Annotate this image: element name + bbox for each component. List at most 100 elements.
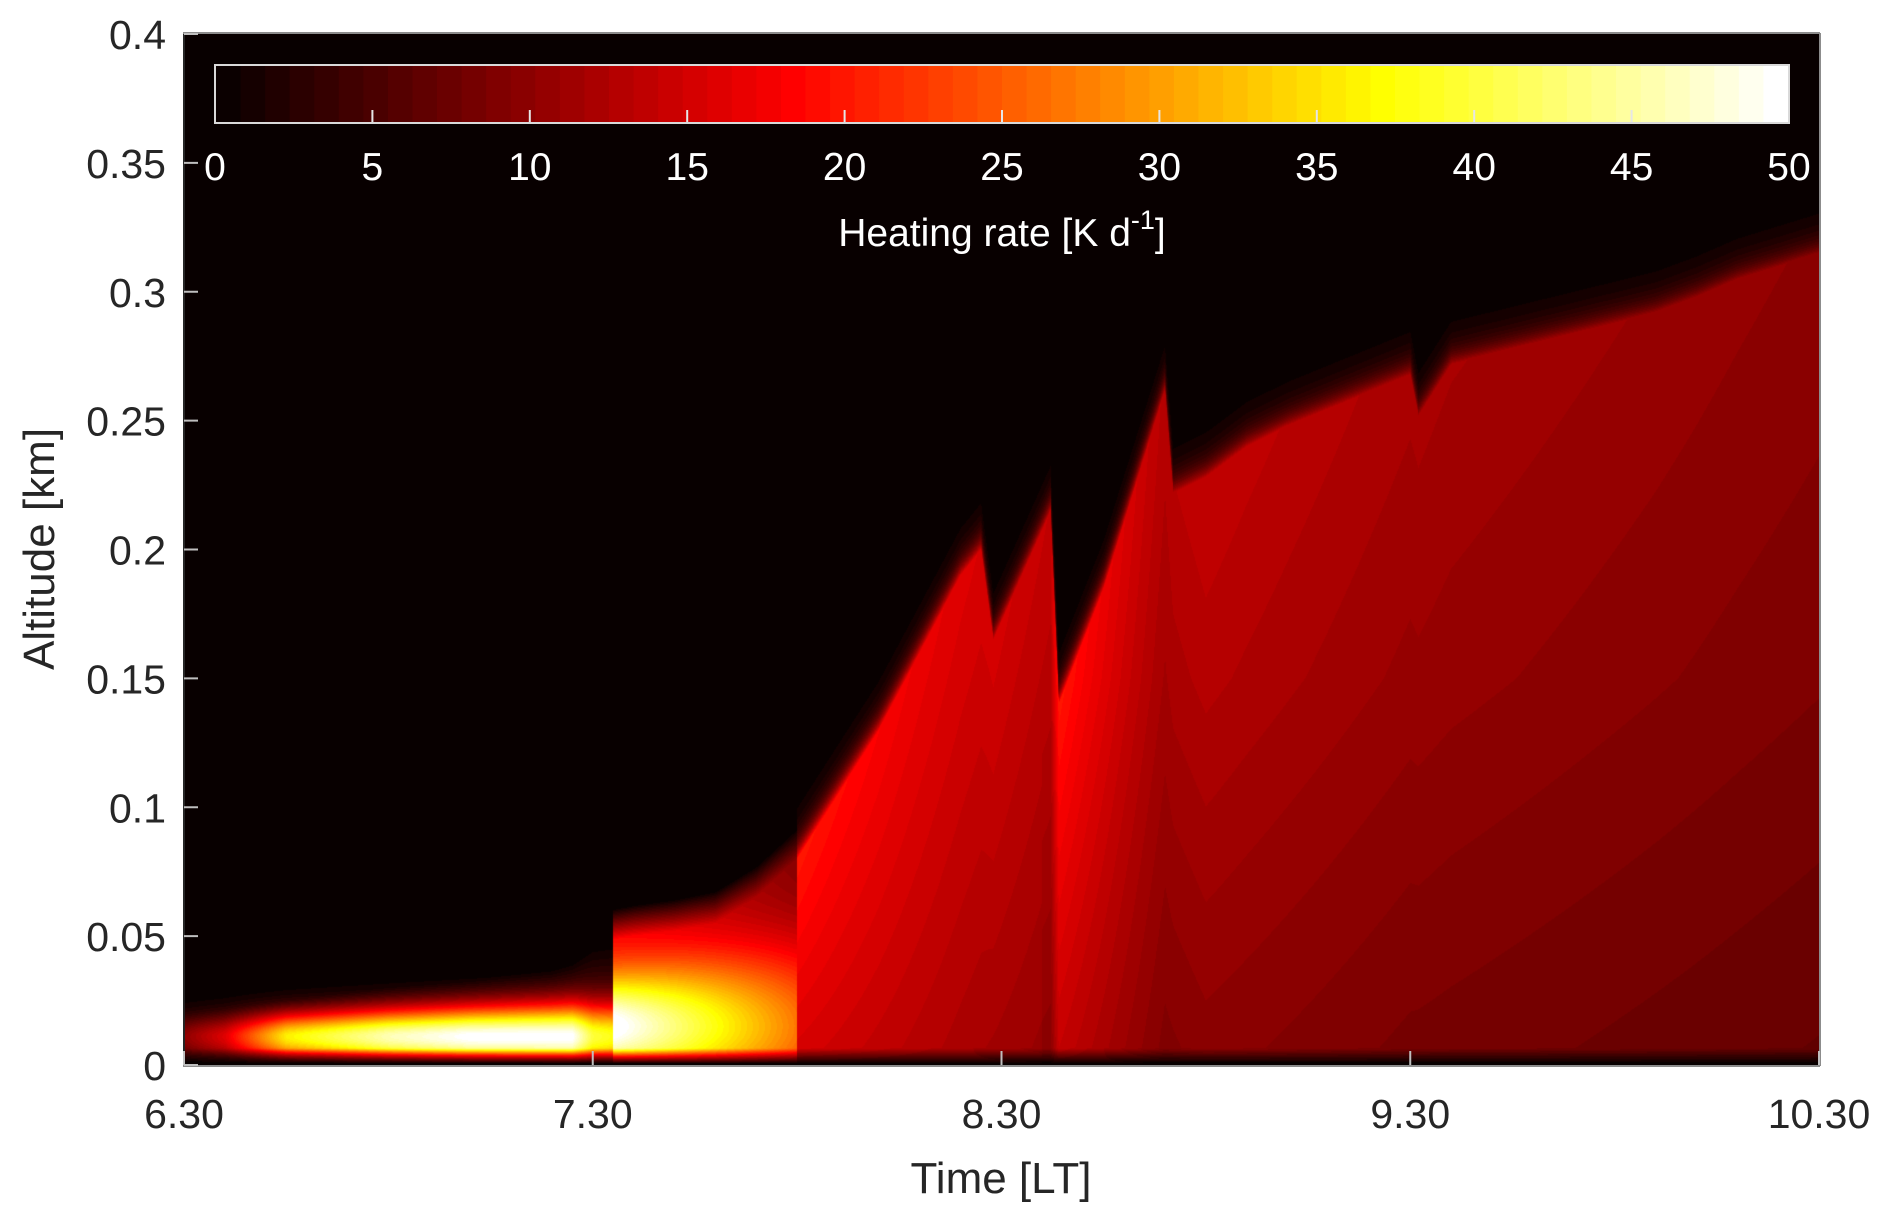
colorbar-tick-label: 0 <box>204 146 226 189</box>
colorbar-cell <box>1444 66 1470 122</box>
colorbar-cell <box>1616 66 1642 122</box>
colorbar-label-end: ] <box>1155 212 1166 255</box>
colorbar-cell <box>1296 66 1322 122</box>
colorbar-cell <box>1370 66 1396 122</box>
colorbar-cell <box>854 66 880 122</box>
y-tick-label: 0.05 <box>86 914 166 960</box>
x-axis-label: Time [LT] <box>911 1154 1092 1203</box>
y-axis-ticks: 0 0.05 0.1 0.15 0.2 0.25 0.3 0.35 0.4 <box>86 12 198 1089</box>
colorbar-cell <box>1763 66 1789 122</box>
colorbar-frame <box>214 64 1790 124</box>
colorbar-cell <box>584 66 610 122</box>
colorbar-cell <box>1223 66 1249 122</box>
x-tick-label: 9.30 <box>1370 1091 1450 1137</box>
x-tick-label: 7.30 <box>553 1091 633 1137</box>
colorbar-tick-label: 10 <box>508 146 551 189</box>
y-tick-label: 0.25 <box>86 399 166 445</box>
colorbar-cell <box>1075 66 1101 122</box>
colorbar-tick-label: 25 <box>980 146 1023 189</box>
colorbar-cell <box>1124 66 1150 122</box>
colorbar-tick-label: 50 <box>1767 146 1810 189</box>
colorbar-cell <box>240 66 266 122</box>
colorbar-cell <box>805 66 831 122</box>
colorbar-label: Heating rate [K d-1] <box>838 205 1166 255</box>
colorbar-cell <box>338 66 364 122</box>
colorbar-cell <box>1640 66 1666 122</box>
x-tick-label: 8.30 <box>962 1091 1042 1137</box>
colorbar-cell <box>387 66 414 122</box>
colorbar-cell <box>1517 66 1543 122</box>
x-tick-label: 6.30 <box>144 1091 224 1137</box>
colorbar-tick-label: 30 <box>1138 146 1181 189</box>
colorbar-cell <box>1345 66 1372 122</box>
colorbar-cell <box>1100 66 1126 122</box>
colorbar-cell <box>609 66 635 122</box>
colorbar-cell <box>1149 66 1175 122</box>
colorbar-cell <box>1198 66 1224 122</box>
colorbar-tick-label: 45 <box>1610 146 1653 189</box>
colorbar-cell <box>1419 66 1445 122</box>
colorbar-cell <box>314 66 340 122</box>
colorbar-cell <box>1542 66 1568 122</box>
colorbar-label-main: Heating rate [K d <box>838 212 1131 255</box>
y-tick-label: 0.1 <box>109 785 166 831</box>
colorbar-ticks: 0 5 10 15 20 25 30 35 40 45 50 <box>204 110 1811 189</box>
y-tick-label: 0.3 <box>109 270 166 316</box>
colorbar-cell <box>1395 66 1421 122</box>
colorbar-cell <box>1272 66 1298 122</box>
colorbar-tick-label: 15 <box>666 146 709 189</box>
colorbar-cell <box>633 66 659 122</box>
colorbar-cell <box>1689 66 1715 122</box>
colorbar-cell <box>216 66 242 122</box>
colorbar-cell <box>1247 66 1273 122</box>
colorbar-cell <box>1738 66 1765 122</box>
colorbar-cell <box>289 66 315 122</box>
colorbar-cell <box>412 66 438 122</box>
colorbar-cell <box>535 66 561 122</box>
colorbar-cell <box>731 66 757 122</box>
y-axis-label: Altitude [km] <box>15 428 64 670</box>
colorbar-gradient <box>216 66 1789 122</box>
colorbar-cell <box>1321 66 1347 122</box>
colorbar-cell <box>1566 66 1593 122</box>
colorbar-cell <box>756 66 782 122</box>
colorbar-cell <box>830 66 856 122</box>
colorbar-cell <box>1173 66 1200 122</box>
colorbar-cell <box>707 66 733 122</box>
colorbar-tick-label: 35 <box>1295 146 1338 189</box>
colorbar-cell <box>1591 66 1617 122</box>
y-tick-label: 0.15 <box>86 656 166 702</box>
colorbar-cell <box>510 66 536 122</box>
x-axis-ticks: 6.30 7.30 8.30 9.30 10.30 <box>144 1051 1870 1137</box>
colorbar-cell <box>1714 66 1740 122</box>
colorbar-cell <box>780 66 807 122</box>
colorbar-cell <box>559 66 586 122</box>
y-tick-label: 0.4 <box>109 12 166 58</box>
colorbar-cell <box>461 66 487 122</box>
colorbar-cell <box>363 66 389 122</box>
colorbar-cell <box>977 66 1003 122</box>
colorbar-cell <box>879 66 905 122</box>
colorbar-label-superscript: -1 <box>1131 205 1155 235</box>
colorbar-cell <box>1051 66 1077 122</box>
colorbar-cell <box>486 66 512 122</box>
colorbar-cell <box>928 66 954 122</box>
colorbar-cell <box>952 66 979 122</box>
colorbar-tick-label: 20 <box>823 146 866 189</box>
y-tick-label: 0.35 <box>86 141 166 187</box>
heatmap-image <box>184 34 1819 1065</box>
colorbar-tick-label: 40 <box>1453 146 1496 189</box>
colorbar-cell <box>1002 66 1028 122</box>
colorbar-tick-label: 5 <box>362 146 384 189</box>
colorbar: 0 5 10 15 20 25 30 35 40 45 50 Heating rate [K d-1… <box>204 64 1811 255</box>
colorbar-cell <box>903 66 929 122</box>
colorbar-cell <box>265 66 291 122</box>
colorbar-cell <box>1468 66 1494 122</box>
colorbar-cell <box>658 66 684 122</box>
colorbar-cell <box>437 66 463 122</box>
colorbar-cell <box>1493 66 1519 122</box>
x-tick-label: 10.30 <box>1768 1091 1871 1137</box>
colorbar-cell <box>1665 66 1691 122</box>
